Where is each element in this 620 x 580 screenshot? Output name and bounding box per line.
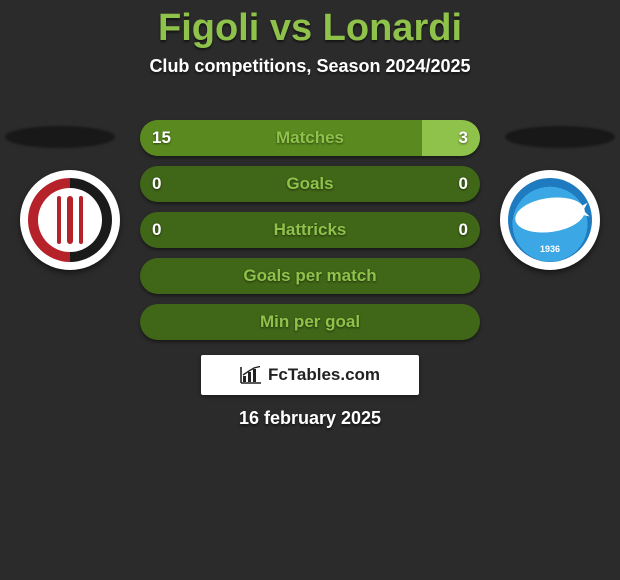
stat-row-gpm: Goals per match xyxy=(140,258,480,294)
stat-value-right: 0 xyxy=(459,166,468,202)
stat-label: Goals xyxy=(140,166,480,202)
branding-text: FcTables.com xyxy=(268,365,380,385)
page-title: Figoli vs Lonardi xyxy=(0,0,620,50)
stat-label: Hattricks xyxy=(140,212,480,248)
club-logo-right: 1936 xyxy=(500,170,600,270)
page-subtitle: Club competitions, Season 2024/2025 xyxy=(0,56,620,77)
stat-value-left: 15 xyxy=(152,120,171,156)
stat-value-left: 0 xyxy=(152,166,161,202)
date-line: 16 february 2025 xyxy=(0,408,620,429)
stat-label: Goals per match xyxy=(140,258,480,294)
stat-value-right: 0 xyxy=(459,212,468,248)
bar-chart-icon xyxy=(240,366,262,384)
club-logo-left xyxy=(20,170,120,270)
stat-value-left: 0 xyxy=(152,212,161,248)
stat-value-right: 3 xyxy=(459,120,468,156)
carpi-crest xyxy=(28,178,112,262)
stat-row-mpg: Min per goal xyxy=(140,304,480,340)
branding-badge: FcTables.com xyxy=(201,355,419,395)
stat-label: Min per goal xyxy=(140,304,480,340)
logo-shadow-left xyxy=(5,126,115,148)
pescara-year: 1936 xyxy=(508,244,592,254)
stats-container: Matches153Goals00Hattricks00Goals per ma… xyxy=(140,120,480,350)
stat-row-hattricks: Hattricks0 0 xyxy=(140,212,480,248)
dolphin-icon xyxy=(513,193,587,236)
stat-row-matches: Matches15 3 xyxy=(140,120,480,156)
pescara-crest: 1936 xyxy=(508,178,592,262)
stat-row-goals: Goals0 0 xyxy=(140,166,480,202)
stat-label: Matches xyxy=(140,120,480,156)
logo-shadow-right xyxy=(505,126,615,148)
